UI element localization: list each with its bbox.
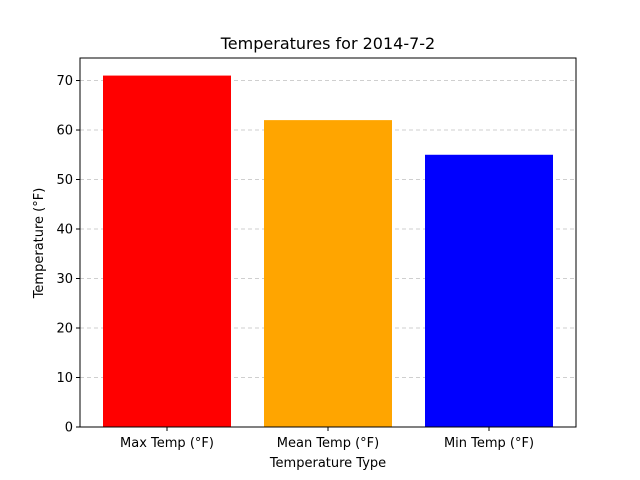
x-tick-label: Max Temp (°F) [120,436,214,451]
y-tick-label: 30 [56,272,73,287]
y-tick-label: 0 [65,421,73,436]
y-tick-label: 40 [56,223,73,238]
y-tick-label: 70 [56,74,73,89]
bar [103,75,231,428]
y-tick-label: 20 [56,322,73,337]
chart-title: Temperatures for 2014-7-2 [220,34,435,53]
x-tick-label: Mean Temp (°F) [277,436,379,451]
y-tick-label: 60 [56,124,73,139]
x-axis-label: Temperature Type [269,456,386,471]
bar [264,120,392,427]
bars-layer [103,75,553,428]
y-tick-label: 10 [56,371,73,386]
bar [425,154,553,427]
y-axis: 0 10 20 30 40 50 60 70 [56,74,80,436]
y-axis-label: Temperature (°F) [32,188,47,300]
x-tick-label: Min Temp (°F) [444,436,534,451]
x-axis: Max Temp (°F) Mean Temp (°F) Min Temp (°F) [120,427,534,451]
y-tick-label: 50 [56,173,73,188]
